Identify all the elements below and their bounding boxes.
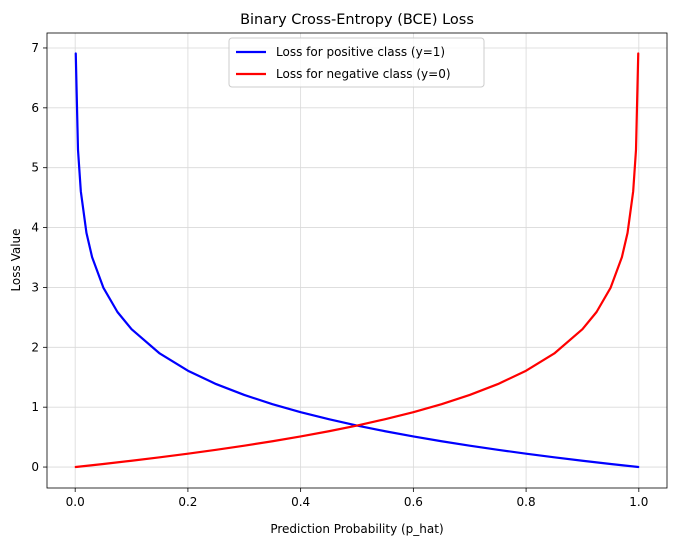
x-tick-label: 0.4	[291, 495, 310, 509]
y-tick-label: 4	[31, 221, 39, 235]
x-tick-label: 0.6	[404, 495, 423, 509]
x-axis-title: Prediction Probability (p_hat)	[270, 522, 443, 536]
x-tick-label: 0.2	[178, 495, 197, 509]
series-lines	[74, 52, 640, 469]
x-tick-label: 0.0	[66, 495, 85, 509]
y-tick-label: 0	[31, 460, 39, 474]
y-tick-label: 6	[31, 101, 39, 115]
y-tick-label: 2	[31, 340, 39, 354]
y-tick-label: 5	[31, 161, 39, 175]
x-tick-label: 0.8	[517, 495, 536, 509]
legend-label-negative: Loss for negative class (y=0)	[276, 67, 451, 81]
y-axis-title: Loss Value	[9, 228, 23, 291]
y-tick-label: 7	[31, 41, 39, 55]
legend-box	[228, 37, 485, 88]
x-tick-label: 1.0	[629, 495, 648, 509]
y-tick-label: 3	[31, 280, 39, 294]
axis-ticks: 0.0 0.2 0.4 0.6 0.8 1.0 0 1 2 3 4 5 6 7	[31, 41, 648, 509]
series-line-positive-class	[74, 52, 640, 469]
y-tick-label: 1	[31, 400, 39, 414]
series-line-negative-class	[74, 52, 640, 469]
chart-title: Binary Cross-Entropy (BCE) Loss	[240, 12, 474, 28]
legend: Loss for positive class (y=1) Loss for n…	[228, 37, 485, 88]
plot-frame	[46, 32, 668, 489]
legend-label-positive: Loss for positive class (y=1)	[276, 45, 445, 59]
